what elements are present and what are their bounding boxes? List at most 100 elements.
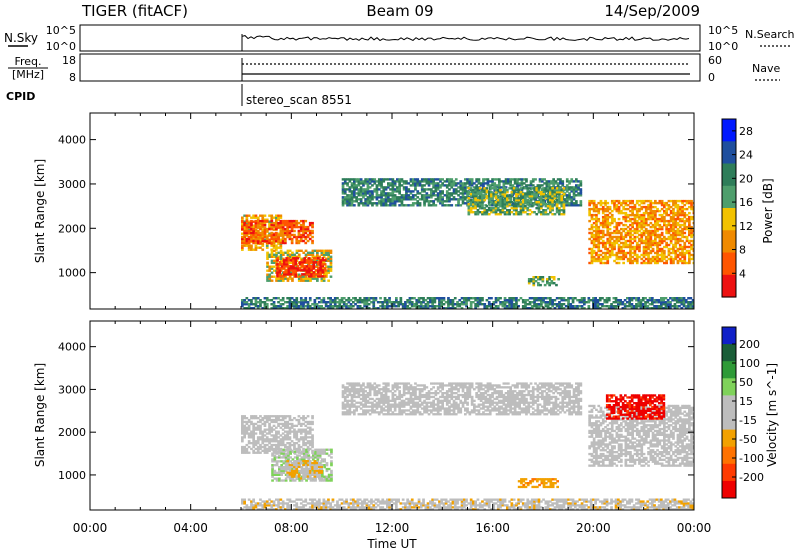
data-cell	[683, 204, 686, 206]
data-cell	[524, 205, 527, 207]
data-cell	[300, 438, 303, 440]
data-cell	[422, 297, 425, 299]
data-cell	[351, 178, 354, 180]
freq-tick-bottom-right: 0	[708, 71, 715, 84]
data-cell	[293, 299, 296, 301]
data-cell	[271, 464, 274, 466]
data-cell	[364, 178, 367, 180]
data-cell	[674, 303, 677, 305]
data-cell	[276, 478, 279, 480]
data-cell	[369, 178, 372, 180]
data-cell	[444, 180, 447, 182]
data-cell	[545, 187, 548, 189]
data-cell	[298, 226, 301, 228]
data-cell	[286, 421, 289, 423]
data-cell	[497, 207, 500, 209]
data-cell	[631, 222, 634, 224]
data-cell	[459, 180, 462, 182]
data-cell	[511, 211, 514, 213]
data-cell	[273, 425, 276, 427]
data-cell	[403, 186, 406, 188]
data-cell	[285, 257, 288, 259]
data-cell	[496, 178, 499, 180]
data-cell	[638, 238, 641, 240]
data-cell	[600, 242, 603, 244]
data-cell	[441, 196, 444, 198]
data-cell	[273, 438, 276, 440]
data-cell	[303, 265, 306, 267]
data-cell	[304, 429, 307, 431]
data-cell	[575, 200, 578, 202]
data-cell	[659, 218, 662, 220]
data-cell	[280, 438, 283, 440]
cpid-label: CPID	[6, 90, 35, 103]
data-cell	[403, 194, 406, 196]
data-cell	[622, 262, 625, 264]
data-cell	[241, 233, 244, 235]
data-cell	[284, 301, 287, 303]
data-cell	[613, 260, 616, 262]
data-cell	[304, 242, 307, 244]
data-cell	[293, 429, 296, 431]
data-cell	[273, 434, 276, 436]
data-cell	[677, 222, 680, 224]
data-cell	[603, 305, 606, 307]
data-cell	[241, 438, 244, 440]
data-cell	[550, 180, 553, 182]
data-cell	[416, 190, 419, 192]
data-cell	[638, 222, 641, 224]
colorbar-tick-label: 24	[739, 149, 753, 162]
data-cell	[436, 297, 439, 299]
data-cell	[535, 213, 538, 215]
colorbar-tick-label: 4	[739, 267, 746, 280]
data-cell	[479, 297, 482, 299]
data-cell	[410, 196, 413, 198]
data-cell	[283, 451, 286, 453]
data-cell	[670, 216, 673, 218]
data-cell	[539, 276, 542, 278]
data-cell	[353, 200, 356, 202]
data-cell	[640, 232, 643, 234]
data-cell	[461, 297, 464, 299]
data-cell	[603, 299, 606, 301]
data-cell	[652, 202, 655, 204]
data-cell	[545, 209, 548, 211]
data-cell	[277, 431, 280, 433]
data-cell	[291, 431, 294, 433]
data-cell	[400, 297, 403, 299]
data-cell	[343, 301, 346, 303]
data-cell	[389, 188, 392, 190]
data-cell	[270, 242, 273, 244]
data-cell	[291, 297, 294, 299]
data-cell	[264, 434, 267, 436]
data-cell	[511, 187, 514, 189]
nsky-tick-bottom-right: 10^0	[708, 40, 738, 53]
data-cell	[291, 238, 294, 240]
data-cell	[493, 178, 496, 180]
data-cell	[558, 187, 561, 189]
data-cell	[277, 446, 280, 448]
data-cell	[396, 186, 399, 188]
data-cell	[474, 203, 477, 205]
data-cell	[370, 301, 373, 303]
data-cell	[497, 199, 500, 201]
data-cell	[447, 297, 450, 299]
data-cell	[295, 297, 298, 299]
data-cell	[309, 238, 312, 240]
data-cell	[278, 460, 281, 462]
data-cell	[379, 297, 382, 299]
data-cell	[640, 254, 643, 256]
data-cell	[566, 184, 569, 186]
data-cell	[526, 199, 529, 201]
data-cell	[298, 419, 301, 421]
data-cell	[298, 423, 301, 425]
data-cell	[513, 205, 516, 207]
data-cell	[656, 228, 659, 230]
data-cell	[640, 262, 643, 264]
data-cell	[293, 254, 296, 256]
data-cell	[255, 220, 258, 222]
data-cell	[382, 178, 385, 180]
data-cell	[421, 178, 424, 180]
data-cell	[368, 297, 371, 299]
data-cell	[435, 182, 438, 184]
